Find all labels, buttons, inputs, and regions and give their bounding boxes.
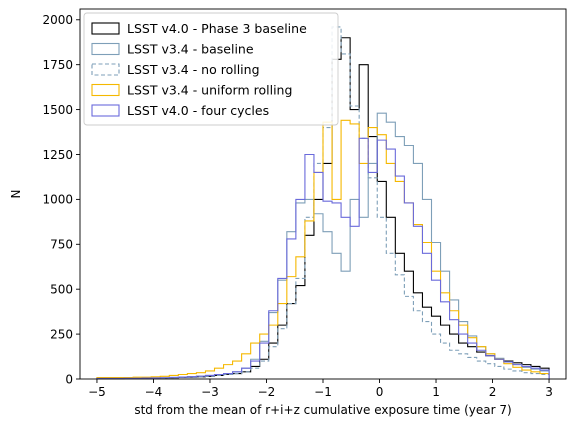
y-tick-label: 1250 (42, 148, 73, 162)
legend-label-2: LSST v3.4 - baseline (127, 42, 254, 57)
legend-swatch-3 (91, 63, 120, 76)
x-tick-label: −1 (314, 385, 332, 399)
series-line-4 (96, 119, 550, 379)
legend-swatch-4 (91, 83, 120, 97)
x-tick-label: 2 (489, 385, 497, 399)
y-tick-label: 750 (50, 238, 73, 252)
x-tick-label: −5 (88, 385, 106, 399)
x-tick-label: 1 (432, 385, 440, 399)
x-tick-label: −3 (201, 385, 219, 399)
x-tick-label: 3 (545, 385, 553, 399)
y-tick-label: 1000 (42, 193, 73, 207)
legend-label-5: LSST v4.0 - four cycles (127, 103, 269, 118)
series-line-5 (96, 137, 550, 380)
legend-label-4: LSST v3.4 - uniform rolling (127, 83, 292, 98)
legend-label-1: LSST v4.0 - Phase 3 baseline (127, 21, 307, 36)
y-tick-label: 1500 (42, 103, 73, 117)
y-tick-label: 250 (50, 327, 73, 341)
legend: LSST v4.0 - Phase 3 baseline LSST v3.4 - … (83, 12, 339, 126)
legend-swatch-2 (91, 42, 120, 56)
y-tick-label: 0 (65, 372, 73, 386)
legend-box (83, 12, 339, 126)
x-tick-label: −4 (145, 385, 163, 399)
y-tick-label: 2000 (42, 13, 73, 27)
legend-swatch-5 (91, 104, 120, 117)
legend-swatch-1 (91, 22, 120, 35)
legend-label-3: LSST v3.4 - no rolling (127, 62, 260, 77)
x-axis-label: std from the mean of r+i+z cumulative ex… (134, 403, 511, 417)
y-axis-label: N (9, 190, 23, 199)
axes-layer: −5 −4 −3 −2 −1 0 1 2 3 0 250 500 750 1000 1250 1500 1750… (42, 8, 567, 399)
y-tick-label: 1750 (42, 58, 73, 72)
x-tick-label: 0 (376, 385, 384, 399)
x-tick-label: −2 (258, 385, 276, 399)
y-tick-label: 500 (50, 282, 73, 296)
